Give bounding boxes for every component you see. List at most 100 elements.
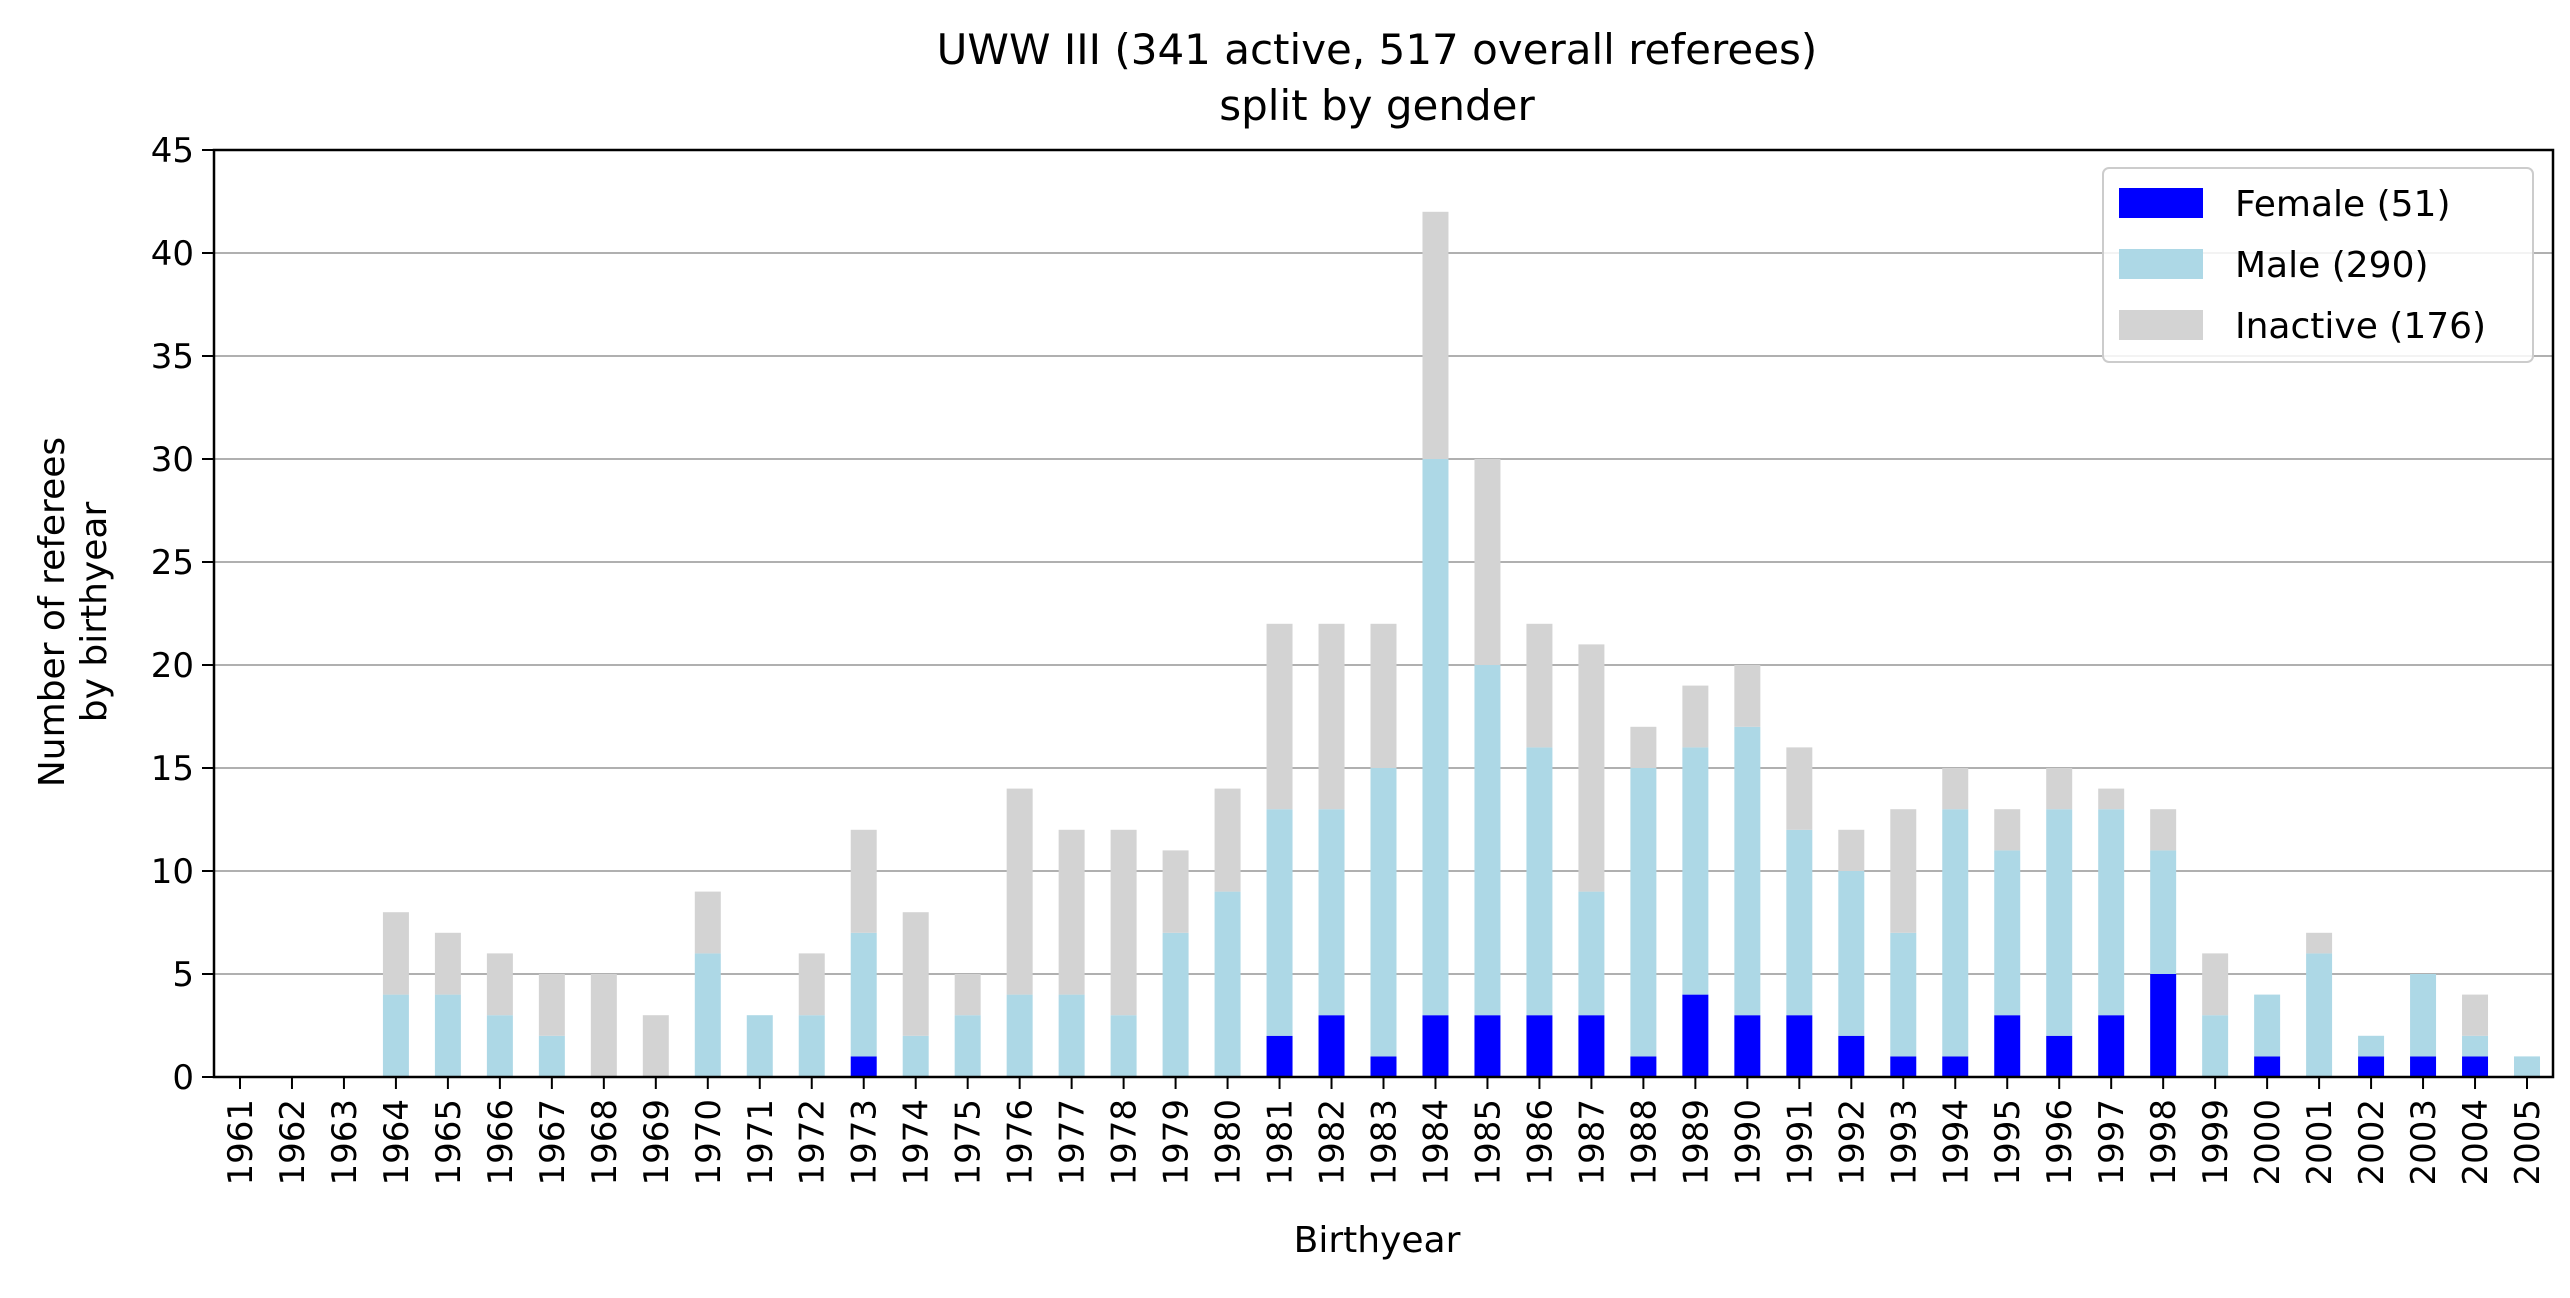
x-tick-label: 1971	[741, 1099, 781, 1186]
bar-segment-inactive	[1162, 850, 1189, 933]
x-tick-label: 1987	[1572, 1099, 1612, 1186]
bar-segment-inactive	[1630, 726, 1657, 768]
bar-segment-inactive	[954, 974, 981, 1016]
bar-segment-male	[1214, 891, 1241, 1077]
chart-title: UWW III (341 active, 517 overall referee…	[937, 25, 1818, 74]
x-tick-label: 1964	[377, 1099, 417, 1186]
y-tick-label: 30	[151, 440, 194, 480]
x-tick-label: 1997	[2092, 1099, 2132, 1186]
legend-label: Inactive (176)	[2235, 306, 2486, 347]
x-tick-label: 1969	[637, 1099, 677, 1186]
x-tick-label: 1996	[2040, 1099, 2080, 1186]
bar-segment-female	[1318, 1015, 1345, 1077]
x-tick-label: 1980	[1209, 1099, 1249, 1186]
bar-segment-female	[1526, 1015, 1553, 1077]
bar-segment-male	[1838, 871, 1865, 1036]
bar-segment-female	[1370, 1056, 1397, 1077]
bar-segment-male	[486, 1015, 513, 1077]
bar-segment-male	[1630, 768, 1657, 1057]
bar-segment-male	[2514, 1056, 2541, 1077]
x-tick-label: 1967	[533, 1099, 573, 1186]
x-tick-label: 1970	[689, 1099, 729, 1186]
x-tick-label: 1979	[1157, 1099, 1197, 1186]
x-tick-label: 2002	[2352, 1099, 2392, 1186]
bar-segment-inactive	[1838, 829, 1865, 871]
x-tick-label: 1972	[793, 1099, 833, 1186]
x-tick-label: 1965	[429, 1099, 469, 1186]
bar-segment-inactive	[902, 912, 929, 1036]
x-tick-label: 1978	[1105, 1099, 1145, 1186]
y-tick-label: 25	[151, 543, 194, 583]
bar-segment-inactive	[1110, 829, 1137, 1016]
bar-segment-inactive	[1006, 788, 1033, 995]
bar-segment-inactive	[2150, 809, 2177, 851]
bar-segment-female	[2098, 1015, 2125, 1077]
bar-segment-male	[2150, 850, 2177, 974]
bar-segment-male	[694, 953, 721, 1077]
x-tick-label: 1968	[585, 1099, 625, 1186]
x-tick-label: 1983	[1365, 1099, 1405, 1186]
x-tick-label: 1986	[1520, 1099, 1560, 1186]
bar-segment-male	[2202, 1015, 2229, 1077]
bar-segment-inactive	[798, 953, 825, 1016]
bar-segment-inactive	[1942, 768, 1969, 810]
y-axis-label: Number of referees by birthyear	[32, 437, 115, 787]
bar-segment-inactive	[2098, 788, 2125, 810]
bar-segment-inactive	[850, 829, 877, 933]
bar-segment-male	[1786, 829, 1813, 1016]
bar-segment-inactive	[1994, 809, 2021, 851]
bar-segment-male	[1578, 891, 1605, 1016]
x-tick-label: 1989	[1676, 1099, 1716, 1186]
x-tick-label: 1994	[1936, 1099, 1976, 1186]
bar-segment-inactive	[2046, 768, 2073, 810]
bar-segment-female	[1786, 1015, 1813, 1077]
x-tick-label: 1998	[2144, 1099, 2184, 1186]
bar-segment-female	[1422, 1015, 1449, 1077]
chart-subtitle: split by gender	[1219, 81, 1535, 130]
bar-segment-inactive	[1318, 623, 1345, 810]
bar-segment-inactive	[2202, 953, 2229, 1016]
bar-segment-male	[1370, 768, 1397, 1057]
y-tick-label: 15	[151, 749, 194, 789]
bar-segment-male	[1266, 809, 1293, 1036]
bar-segment-female	[2046, 1035, 2073, 1077]
bar-segment-male	[2358, 1035, 2385, 1057]
x-tick-label: 1963	[325, 1099, 365, 1186]
bar-segment-female	[1942, 1056, 1969, 1077]
bar-segment-male	[2306, 953, 2333, 1077]
legend-box	[2102, 167, 2534, 363]
bar-segment-inactive	[2462, 994, 2489, 1036]
legend-label: Female (51)	[2235, 184, 2451, 225]
bar-segment-female	[1682, 994, 1709, 1077]
bar-segment-inactive	[538, 974, 565, 1036]
bar-segment-male	[1890, 932, 1917, 1057]
bar-segment-male	[2254, 994, 2281, 1057]
legend-swatch	[2119, 249, 2203, 279]
bar-segment-inactive	[1786, 747, 1813, 830]
x-tick-label: 1961	[221, 1099, 261, 1186]
x-tick-label: 1999	[2196, 1099, 2236, 1186]
y-tick-label: 0	[172, 1058, 194, 1098]
x-tick-label: 1993	[1884, 1099, 1924, 1186]
bar-segment-male	[1162, 932, 1189, 1077]
bar-segment-male	[850, 932, 877, 1057]
bar-segment-female	[2254, 1056, 2281, 1077]
bar-segment-inactive	[1474, 459, 1501, 665]
x-tick-label: 1992	[1832, 1099, 1872, 1186]
bar-segment-male	[1942, 809, 1969, 1057]
x-tick-label: 2004	[2456, 1099, 2496, 1186]
x-axis-label: Birthyear	[1294, 1220, 1461, 1261]
bar-segment-inactive	[2306, 932, 2333, 954]
bar-segment-male	[2098, 809, 2125, 1016]
bar-segment-female	[850, 1056, 877, 1077]
bar-segment-female	[1630, 1056, 1657, 1077]
bar-segment-female	[2462, 1056, 2489, 1077]
x-tick-label: 2005	[2508, 1099, 2548, 1186]
bar-segment-female	[1838, 1035, 1865, 1077]
y-tick-label: 5	[172, 955, 194, 995]
bar-segment-inactive	[1734, 665, 1761, 727]
x-tick-label: 1990	[1728, 1099, 1768, 1186]
bar-segment-male	[1422, 459, 1449, 1016]
bar-segment-male	[1318, 809, 1345, 1016]
